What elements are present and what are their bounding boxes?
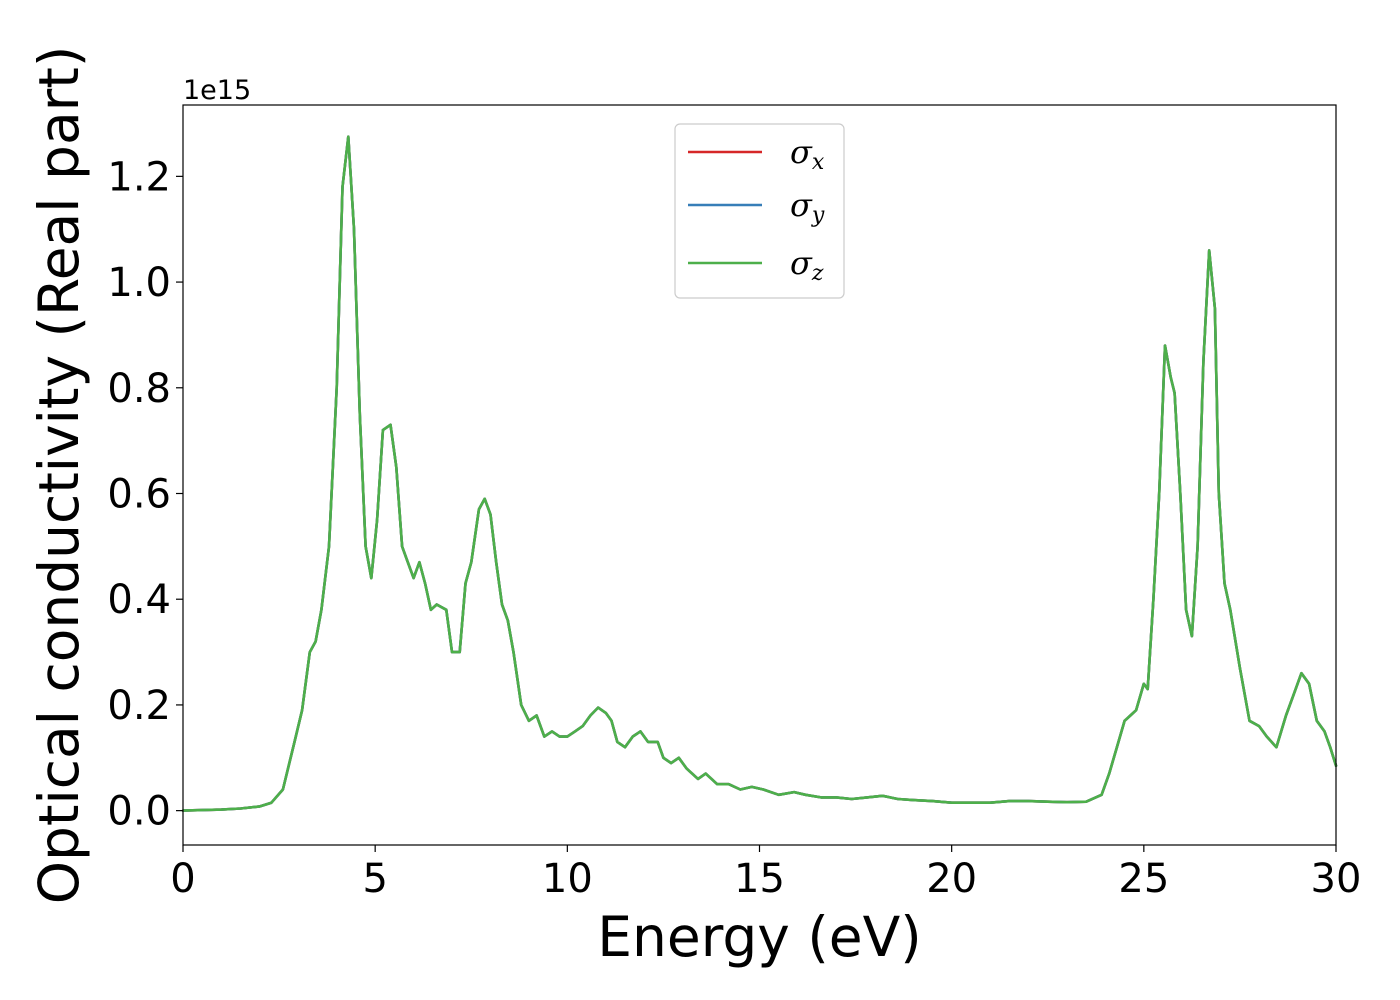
legend-label-sigma-x: σx xyxy=(790,133,825,175)
legend-frame xyxy=(674,123,845,299)
x-tick-label: 30 xyxy=(1311,856,1362,902)
series-layer xyxy=(181,135,1338,812)
x-tick-label: 20 xyxy=(926,856,977,902)
y-offset-label: 1e15 xyxy=(183,75,251,106)
x-tick-label: 0 xyxy=(170,856,195,902)
y-tick-label: 0.6 xyxy=(107,472,171,518)
legend-label-sigma-y: σy xyxy=(790,186,825,228)
y-tick-label: 0.2 xyxy=(107,683,171,729)
x-tick-label: 10 xyxy=(542,856,593,902)
y-tick-label: 0.0 xyxy=(107,789,171,835)
y-tick-label: 1.2 xyxy=(107,154,171,200)
y-tick-label: 0.8 xyxy=(107,366,171,412)
legend: σx σy σz xyxy=(674,123,845,299)
x-tick-label: 5 xyxy=(362,856,387,902)
y-tick-label: 0.4 xyxy=(107,577,171,623)
y-axis-title: Optical conductivity (Real part) xyxy=(27,46,91,905)
legend-label-sigma-z: σz xyxy=(790,244,824,286)
y-tick-label: 1.0 xyxy=(107,260,171,306)
x-tick-label: 15 xyxy=(734,856,785,902)
series-line-sigma-z xyxy=(181,135,1338,812)
x-axis: 0 5 10 15 20 25 30 xyxy=(170,845,1361,902)
x-tick-label: 25 xyxy=(1118,856,1169,902)
x-axis-title: Energy (eV) xyxy=(597,905,921,969)
y-axis: 0.0 0.2 0.4 0.6 0.8 1.0 1.2 xyxy=(107,154,183,835)
